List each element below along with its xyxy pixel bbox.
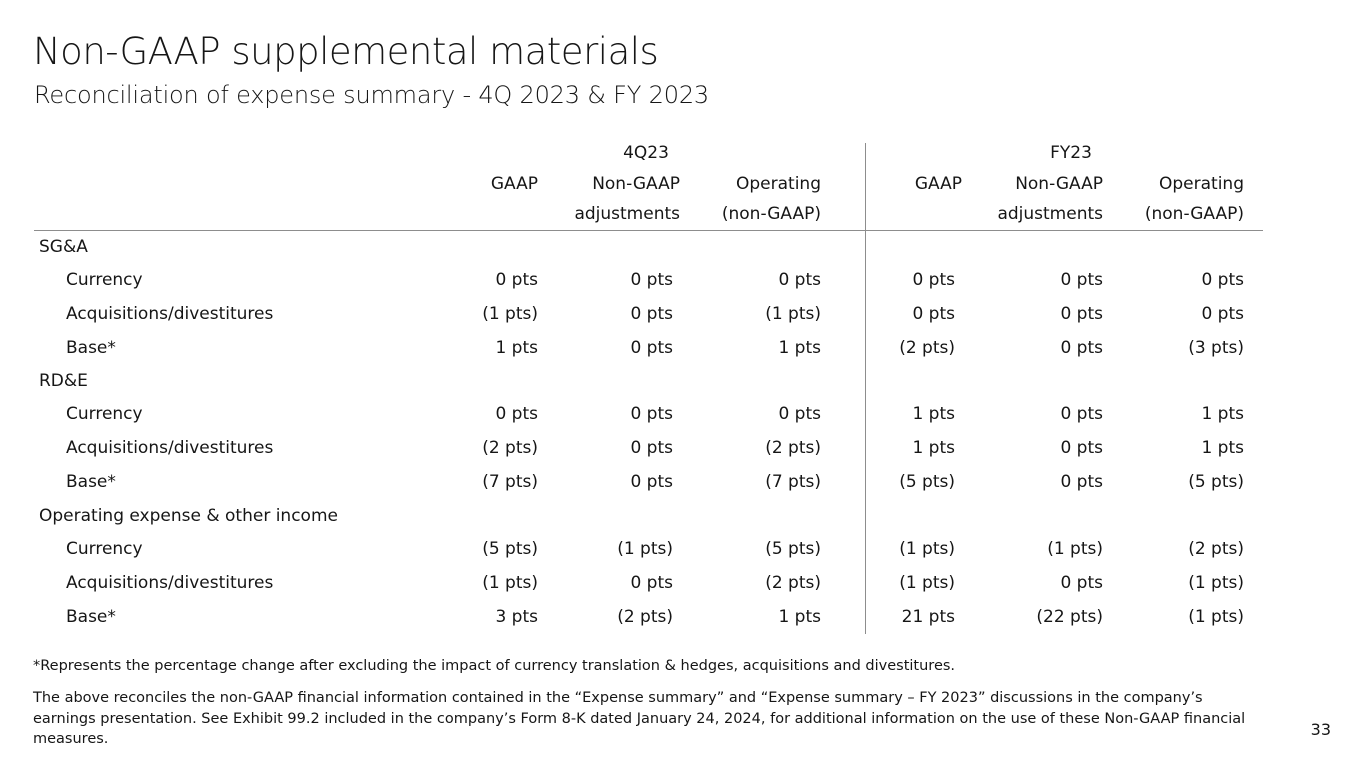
table-cell: (1 pts) bbox=[899, 539, 955, 559]
row-label: Base* bbox=[66, 472, 116, 492]
table-cell: (5 pts) bbox=[482, 539, 538, 559]
table-cell: (22 pts) bbox=[1036, 607, 1103, 627]
table-cell: (2 pts) bbox=[899, 338, 955, 358]
reconciliation-note: The above reconciles the non-GAAP financ… bbox=[33, 690, 1246, 747]
column-header: Non-GAAP bbox=[1015, 174, 1103, 194]
table-cell: (2 pts) bbox=[765, 573, 821, 593]
column-header: Operating bbox=[1159, 174, 1244, 194]
page-subtitle: Reconciliation of expense summary - 4Q 2… bbox=[34, 81, 709, 109]
table-cell: 0 pts bbox=[1060, 338, 1103, 358]
row-label: Acquisitions/divestitures bbox=[66, 438, 274, 458]
table-cell: 0 pts bbox=[1060, 438, 1103, 458]
table-cell: (5 pts) bbox=[1188, 472, 1244, 492]
row-label: Acquisitions/divestitures bbox=[66, 304, 274, 324]
row-label: Currency bbox=[66, 270, 143, 290]
table-cell: 1 pts bbox=[912, 438, 955, 458]
table-cell: (5 pts) bbox=[899, 472, 955, 492]
row-label: Base* bbox=[66, 338, 116, 358]
table-cell: (1 pts) bbox=[1188, 573, 1244, 593]
table-cell: 0 pts bbox=[630, 438, 673, 458]
table-cell: 0 pts bbox=[1060, 404, 1103, 424]
table-cell: (1 pts) bbox=[1047, 539, 1103, 559]
table-cell: 0 pts bbox=[778, 270, 821, 290]
page-number: 33 bbox=[1310, 720, 1331, 739]
table-cell: (1 pts) bbox=[899, 573, 955, 593]
table-cell: (1 pts) bbox=[482, 573, 538, 593]
column-header-subtext: (non-GAAP) bbox=[1144, 204, 1244, 224]
table-cell: (7 pts) bbox=[765, 472, 821, 492]
table-cell: 0 pts bbox=[1060, 472, 1103, 492]
table-cell: (2 pts) bbox=[765, 438, 821, 458]
table-cell: (2 pts) bbox=[617, 607, 673, 627]
column-group-header: FY23 bbox=[1050, 143, 1092, 163]
table-cell: 1 pts bbox=[1201, 438, 1244, 458]
table-cell: (1 pts) bbox=[1188, 607, 1244, 627]
table-cell: (1 pts) bbox=[482, 304, 538, 324]
table-cell: 0 pts bbox=[630, 404, 673, 424]
row-label: Base* bbox=[66, 607, 116, 627]
table-cell: 21 pts bbox=[901, 607, 955, 627]
table-cell: 0 pts bbox=[495, 404, 538, 424]
table-cell: (3 pts) bbox=[1188, 338, 1244, 358]
table-cell: (2 pts) bbox=[1188, 539, 1244, 559]
row-label: Currency bbox=[66, 539, 143, 559]
table-cell: 0 pts bbox=[1201, 270, 1244, 290]
table-cell: 0 pts bbox=[1201, 304, 1244, 324]
table-cell: 1 pts bbox=[778, 607, 821, 627]
table-cell: 3 pts bbox=[495, 607, 538, 627]
table-cell: 0 pts bbox=[1060, 573, 1103, 593]
table-cell: (7 pts) bbox=[482, 472, 538, 492]
footnote: *Represents the percentage change after … bbox=[33, 658, 956, 674]
table-cell: 1 pts bbox=[1201, 404, 1244, 424]
section-label: RD&E bbox=[39, 371, 88, 391]
column-header: Operating bbox=[736, 174, 821, 194]
table-cell: 0 pts bbox=[495, 270, 538, 290]
table-cell: (5 pts) bbox=[765, 539, 821, 559]
page-title: Non-GAAP supplemental materials bbox=[33, 30, 659, 73]
table-cell: (1 pts) bbox=[765, 304, 821, 324]
table-cell: 0 pts bbox=[912, 304, 955, 324]
table-cell: 0 pts bbox=[912, 270, 955, 290]
table-cell: (1 pts) bbox=[617, 539, 673, 559]
table-cell: 0 pts bbox=[630, 472, 673, 492]
column-header: GAAP bbox=[490, 174, 538, 194]
row-label: Acquisitions/divestitures bbox=[66, 573, 274, 593]
column-header-subtext: adjustments bbox=[997, 204, 1103, 224]
table-cell: 0 pts bbox=[630, 270, 673, 290]
column-header-subtext: (non-GAAP) bbox=[721, 204, 821, 224]
row-label: Currency bbox=[66, 404, 143, 424]
table-cell: 0 pts bbox=[630, 338, 673, 358]
table-header-divider bbox=[34, 230, 1263, 231]
column-header: Non-GAAP bbox=[592, 174, 680, 194]
column-header: GAAP bbox=[914, 174, 962, 194]
table-vertical-divider bbox=[865, 143, 866, 634]
table-cell: 0 pts bbox=[630, 304, 673, 324]
table-cell: 0 pts bbox=[1060, 270, 1103, 290]
table-cell: 0 pts bbox=[1060, 304, 1103, 324]
column-header-subtext: adjustments bbox=[574, 204, 680, 224]
column-group-header: 4Q23 bbox=[623, 143, 669, 163]
section-label: SG&A bbox=[39, 237, 88, 257]
section-label: Operating expense & other income bbox=[39, 506, 338, 526]
table-cell: 0 pts bbox=[778, 404, 821, 424]
table-cell: 1 pts bbox=[495, 338, 538, 358]
table-cell: 0 pts bbox=[630, 573, 673, 593]
table-cell: 1 pts bbox=[912, 404, 955, 424]
table-cell: 1 pts bbox=[778, 338, 821, 358]
table-cell: (2 pts) bbox=[482, 438, 538, 458]
